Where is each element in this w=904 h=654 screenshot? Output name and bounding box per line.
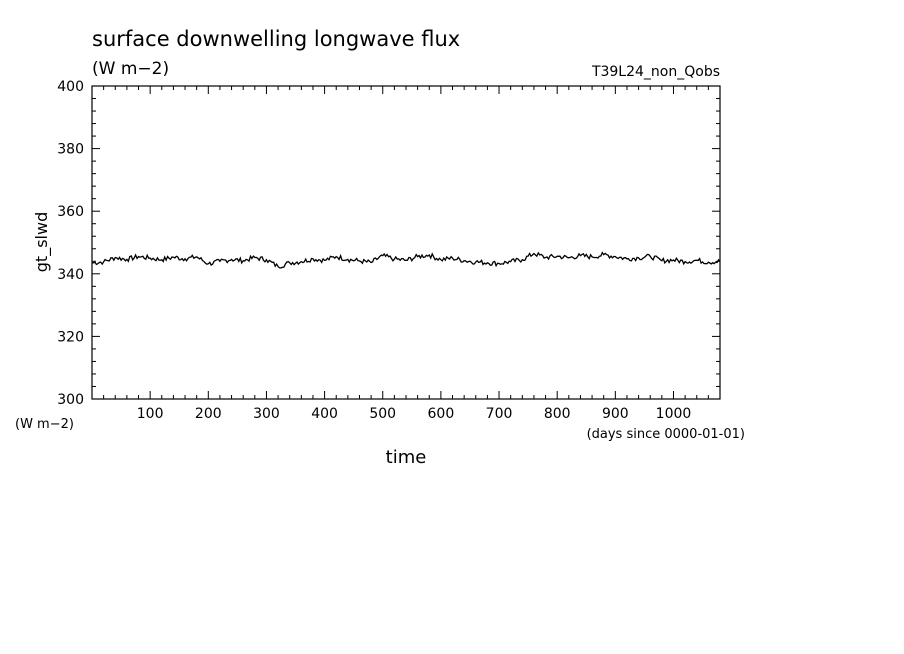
experiment-label: T39L24_non_Qobs <box>591 64 720 80</box>
y-axis-units: (W m−2) <box>15 417 74 432</box>
x-tick-label: 700 <box>486 406 513 422</box>
y-tick-label: 400 <box>57 79 84 95</box>
y-tick-labels: 300 320 340 360 380 400 <box>57 79 84 408</box>
x-tick-labels: 100 200 300 400 500 600 700 800 900 1000 <box>137 406 692 422</box>
x-axis-label: time <box>386 447 427 468</box>
chart-title: surface downwelling longwave flux <box>92 27 460 51</box>
y-tick-label: 300 <box>57 392 84 408</box>
x-tick-label: 500 <box>369 406 396 422</box>
x-tick-label: 1000 <box>656 406 692 422</box>
axis-ticks <box>92 86 720 399</box>
y-tick-label: 360 <box>57 204 84 220</box>
x-tick-label: 200 <box>195 406 222 422</box>
x-tick-label: 100 <box>137 406 164 422</box>
y-axis-label: gt_slwd <box>32 212 52 272</box>
series-line <box>92 251 721 269</box>
x-tick-label: 800 <box>544 406 571 422</box>
y-tick-label: 320 <box>57 329 84 345</box>
y-tick-label: 380 <box>57 142 84 158</box>
x-tick-label: 400 <box>311 406 338 422</box>
plot-frame <box>91 85 721 400</box>
y-tick-label: 340 <box>57 267 84 283</box>
x-axis-units: (days since 0000-01-01) <box>587 427 745 442</box>
x-tick-label: 900 <box>602 406 629 422</box>
x-tick-label: 600 <box>428 406 455 422</box>
title-units: (W m−2) <box>92 59 169 79</box>
x-tick-label: 300 <box>253 406 280 422</box>
